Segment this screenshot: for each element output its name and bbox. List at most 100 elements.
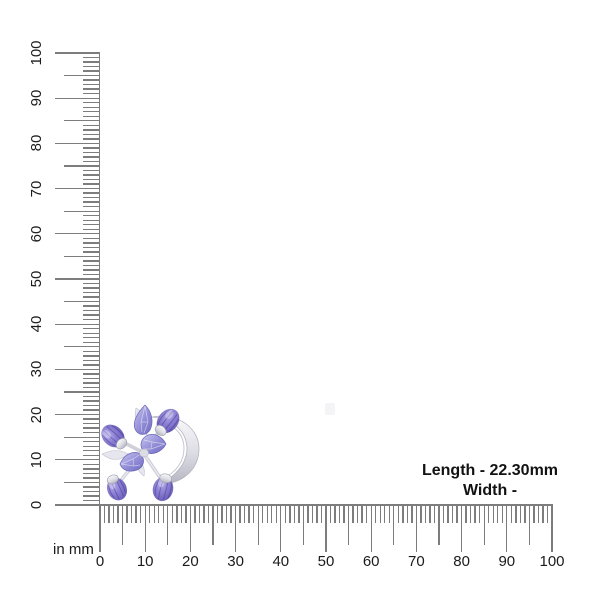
horizontal-ruler-tick [402, 505, 404, 523]
horizontal-ruler-tick [420, 505, 422, 523]
horizontal-ruler-tick [406, 505, 409, 523]
horizontal-ruler-tick [203, 505, 205, 523]
vertical-ruler-tick [83, 169, 100, 172]
horizontal-ruler-tick [397, 505, 399, 523]
horizontal-ruler-label: 10 [136, 553, 154, 570]
horizontal-ruler-tick [149, 505, 151, 523]
vertical-ruler-tick [83, 264, 100, 267]
vertical-ruler-tick [83, 79, 100, 81]
vertical-ruler-tick [83, 332, 100, 334]
horizontal-ruler-tick [451, 505, 454, 523]
bead-stone-bottom-left [106, 474, 128, 501]
horizontal-ruler-tick [112, 505, 115, 523]
vertical-ruler-tick [83, 138, 100, 140]
vertical-ruler-tick [83, 309, 100, 312]
vertical-ruler-tick [83, 287, 100, 289]
horizontal-ruler-tick [293, 505, 296, 523]
horizontal-ruler-tick [99, 505, 101, 552]
horizontal-ruler-tick [189, 505, 192, 552]
horizontal-ruler-tick [162, 505, 164, 523]
vertical-ruler-tick [55, 413, 100, 416]
vertical-ruler-tick [83, 251, 100, 253]
horizontal-ruler-tick [329, 505, 332, 523]
vertical-ruler-tick [64, 391, 100, 393]
vertical-ruler-tick [83, 201, 100, 203]
horizontal-ruler-tick [388, 505, 390, 523]
horizontal-ruler-tick [442, 505, 445, 523]
vertical-ruler-tick [55, 459, 100, 461]
horizontal-ruler-tick [375, 505, 377, 523]
horizontal-ruler-tick [103, 505, 106, 523]
horizontal-ruler-tick [524, 505, 526, 523]
vertical-ruler-tick [83, 65, 100, 68]
ring-center-hub [139, 448, 149, 458]
vertical-ruler-tick [83, 422, 100, 425]
measurement-text: Length - 22.30mm Width - [400, 461, 580, 501]
horizontal-ruler-tick [510, 505, 512, 523]
vertical-ruler-tick [83, 196, 100, 199]
vertical-ruler-tick [83, 219, 100, 221]
horizontal-ruler-tick [429, 505, 431, 523]
vertical-ruler-tick [83, 318, 100, 321]
vertical-ruler-tick [64, 300, 100, 303]
vertical-ruler-label: 40 [28, 315, 45, 333]
vertical-ruler-tick [83, 350, 100, 352]
horizontal-ruler-tick [469, 505, 472, 523]
vertical-ruler-tick [83, 129, 100, 131]
vertical-ruler-tick [83, 441, 100, 443]
faceted-stone-top [133, 404, 153, 435]
horizontal-ruler-tick [478, 505, 481, 523]
bead-stone-top-right [154, 408, 180, 436]
vertical-ruler-tick [83, 178, 100, 181]
vertical-ruler-tick [83, 355, 100, 357]
horizontal-ruler-tick [551, 505, 553, 552]
vertical-ruler-tick [83, 382, 100, 384]
vertical-ruler-tick [64, 74, 100, 77]
vertical-ruler-label: 100 [28, 40, 45, 66]
horizontal-ruler-tick [361, 505, 363, 523]
vertical-ruler-label: 50 [28, 270, 45, 288]
vertical-ruler-tick [55, 142, 100, 145]
vertical-ruler-tick [83, 192, 100, 194]
horizontal-ruler-tick [515, 505, 517, 523]
horizontal-ruler-tick [474, 505, 476, 523]
vertical-ruler-tick [83, 400, 100, 402]
horizontal-ruler-tick [257, 505, 259, 545]
vertical-ruler-tick [83, 205, 100, 208]
horizontal-ruler-tick [262, 505, 264, 523]
vertical-ruler-tick [83, 61, 100, 63]
horizontal-ruler-tick [334, 505, 336, 523]
horizontal-ruler-tick [424, 505, 427, 523]
horizontal-ruler-tick [266, 505, 268, 523]
horizontal-ruler-tick [121, 505, 124, 545]
vertical-ruler-tick [83, 124, 100, 126]
vertical-ruler-tick [83, 364, 100, 366]
horizontal-ruler-tick [393, 505, 395, 545]
vertical-ruler-tick [83, 404, 100, 407]
vertical-ruler-label: 70 [28, 180, 45, 197]
vertical-ruler-tick [83, 477, 100, 479]
vertical-ruler-tick [83, 228, 100, 230]
vertical-ruler-tick [83, 499, 100, 502]
vertical-ruler-tick [83, 445, 100, 447]
vertical-ruler-tick [83, 463, 100, 465]
vertical-ruler-tick [83, 409, 100, 411]
horizontal-ruler-tick [415, 505, 418, 552]
horizontal-ruler-tick [130, 505, 133, 523]
ruler-unit-label: in mm [53, 541, 94, 558]
vertical-ruler-tick [64, 481, 100, 484]
vertical-ruler-tick [64, 346, 100, 348]
horizontal-ruler-tick [180, 505, 183, 523]
vertical-ruler-tick [83, 106, 100, 108]
vertical-ruler-tick [83, 490, 100, 493]
vertical-ruler-label: 80 [28, 135, 45, 152]
horizontal-ruler-tick [167, 505, 169, 545]
vertical-ruler-tick [55, 187, 100, 190]
vertical-ruler-tick [64, 210, 100, 212]
horizontal-ruler-label: 30 [227, 553, 244, 570]
vertical-ruler-tick [83, 224, 100, 226]
horizontal-ruler-tick [356, 505, 359, 523]
vertical-ruler-tick [83, 341, 100, 343]
horizontal-ruler-tick [465, 505, 467, 523]
